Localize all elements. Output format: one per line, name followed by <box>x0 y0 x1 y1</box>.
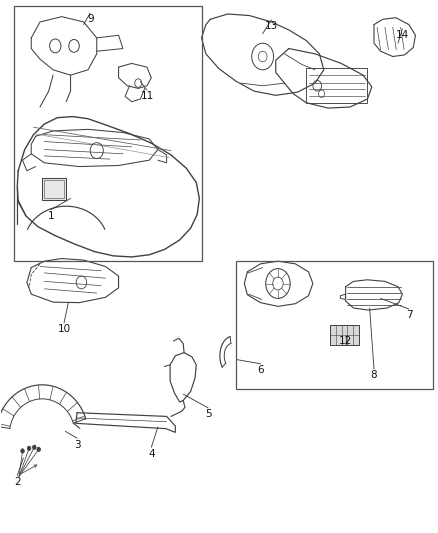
Bar <box>330 325 359 345</box>
Bar <box>306 68 367 103</box>
Text: 1: 1 <box>48 211 54 221</box>
Bar <box>237 261 433 389</box>
Text: 11: 11 <box>140 91 154 101</box>
Circle shape <box>27 446 31 450</box>
Text: 6: 6 <box>257 365 264 375</box>
Text: 14: 14 <box>396 30 409 41</box>
Circle shape <box>37 447 40 451</box>
Bar <box>14 6 201 261</box>
Circle shape <box>21 449 24 453</box>
Text: 9: 9 <box>87 14 93 25</box>
Circle shape <box>32 445 36 449</box>
Text: 13: 13 <box>265 21 278 31</box>
Text: 7: 7 <box>406 310 412 320</box>
Text: 12: 12 <box>339 336 352 346</box>
Bar <box>44 180 64 198</box>
Text: 10: 10 <box>57 324 71 334</box>
Text: 2: 2 <box>14 477 21 487</box>
Text: 8: 8 <box>371 370 377 381</box>
Text: 5: 5 <box>205 409 212 419</box>
Text: 3: 3 <box>74 440 81 450</box>
Bar <box>42 177 66 200</box>
Text: 4: 4 <box>148 449 155 458</box>
